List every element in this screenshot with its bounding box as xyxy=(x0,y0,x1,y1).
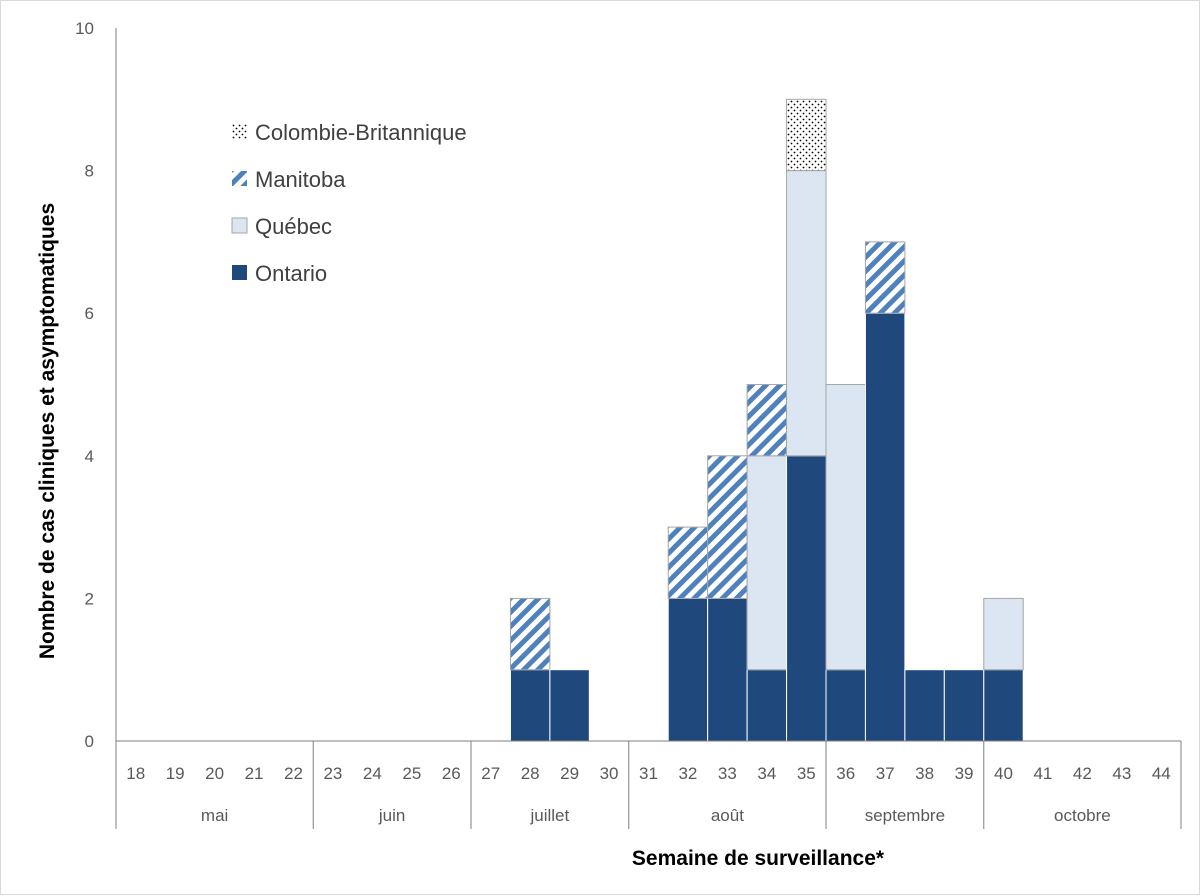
y-tick-labels: 0 2 4 6 8 10 xyxy=(75,19,94,751)
y-tick-label: 6 xyxy=(85,304,94,323)
x-tick-label: 43 xyxy=(1112,764,1131,783)
x-tick-label: 24 xyxy=(363,764,382,783)
x-tick-label: 18 xyxy=(126,764,145,783)
month-label: juillet xyxy=(530,806,570,825)
x-tick-label: 21 xyxy=(245,764,264,783)
x-tick-label: 33 xyxy=(718,764,737,783)
bar-ontario-week-38 xyxy=(904,669,945,742)
x-tick-label: 32 xyxy=(678,764,697,783)
x-tick-label: 22 xyxy=(284,764,303,783)
x-tick-label: 27 xyxy=(481,764,500,783)
legend: Colombie-Britannique Manitoba Québec Ontari… xyxy=(231,120,467,286)
bar-ontario-week-37 xyxy=(864,312,906,742)
y-tick-label: 0 xyxy=(85,732,94,751)
month-label: août xyxy=(711,806,744,825)
month-label: septembre xyxy=(865,806,945,825)
y-tick-label: 2 xyxy=(85,589,94,608)
y-tick-label: 10 xyxy=(75,19,94,38)
bar-manitoba-week-32 xyxy=(667,526,709,599)
x-tick-label: 38 xyxy=(915,764,934,783)
x-tick-label: 39 xyxy=(955,764,974,783)
x-tick-label: 26 xyxy=(442,764,461,783)
bar-ontario-week-36 xyxy=(825,669,866,742)
bar-quebec-week-35 xyxy=(786,170,827,457)
x-tick-label: 31 xyxy=(639,764,658,783)
bar-ontario-week-35 xyxy=(786,455,827,742)
x-tick-labels: 18 19 20 21 22 23 24 25 26 27 28 29 30 31 32 33 34 35 36 37… xyxy=(126,764,1170,783)
y-tick-label: 8 xyxy=(85,162,94,181)
x-tick-label: 40 xyxy=(994,764,1013,783)
bar-ontario-week-34 xyxy=(746,669,788,742)
x-tick-label: 34 xyxy=(757,764,776,783)
x-tick-label: 44 xyxy=(1152,764,1171,783)
legend-swatch-colombie-britannique xyxy=(232,124,247,139)
bar-colombie-britannique-week-35 xyxy=(786,98,827,172)
x-tick-label: 19 xyxy=(166,764,185,783)
bar-quebec-week-34 xyxy=(746,455,788,671)
legend-label-colombie-britannique: Colombie-Britannique xyxy=(255,120,467,145)
x-tick-label: 41 xyxy=(1033,764,1052,783)
month-label: mai xyxy=(201,806,228,825)
x-axis-title: Semaine de surveillance* xyxy=(632,847,885,870)
bar-manitoba-week-37 xyxy=(864,241,906,314)
legend-label-ontario: Ontario xyxy=(255,261,327,286)
bar-ontario-week-40 xyxy=(983,669,1024,742)
legend-label-quebec: Québec xyxy=(255,214,332,239)
bar-quebec-week-36 xyxy=(825,384,866,671)
x-tick-label: 20 xyxy=(205,764,224,783)
month-label: juin xyxy=(378,806,405,825)
bar-quebec-week-40 xyxy=(983,597,1024,671)
x-tick-label: 35 xyxy=(797,764,816,783)
month-label: octobre xyxy=(1054,806,1111,825)
bar-ontario-week-29 xyxy=(549,669,590,742)
axes-layer xyxy=(115,28,1182,829)
x-tick-label: 28 xyxy=(521,764,540,783)
y-axis-title: Nombre de cas cliniques et asymptomatiqu… xyxy=(36,203,59,659)
bar-ontario-week-39 xyxy=(943,669,985,742)
bar-ontario-week-32 xyxy=(667,597,709,742)
x-tick-label: 29 xyxy=(560,764,579,783)
bars-layer xyxy=(509,98,1024,742)
x-tick-label: 30 xyxy=(600,764,619,783)
y-tick-label: 4 xyxy=(85,447,94,466)
x-tick-label: 23 xyxy=(323,764,342,783)
month-labels: mai juin juillet août septembre octobre xyxy=(201,806,1111,825)
bar-manitoba-week-33 xyxy=(707,455,748,599)
bar-ontario-week-33 xyxy=(707,597,748,742)
x-tick-label: 37 xyxy=(876,764,895,783)
x-tick-label: 42 xyxy=(1073,764,1092,783)
legend-label-manitoba: Manitoba xyxy=(255,167,346,192)
x-tick-label: 36 xyxy=(836,764,855,783)
legend-swatch-ontario xyxy=(232,265,247,280)
bar-manitoba-week-28 xyxy=(509,597,551,671)
bar-ontario-week-28 xyxy=(509,669,551,742)
legend-swatch-manitoba xyxy=(232,171,247,186)
bar-manitoba-week-34 xyxy=(746,384,788,457)
legend-swatch-quebec xyxy=(231,217,248,234)
x-tick-label: 25 xyxy=(402,764,421,783)
